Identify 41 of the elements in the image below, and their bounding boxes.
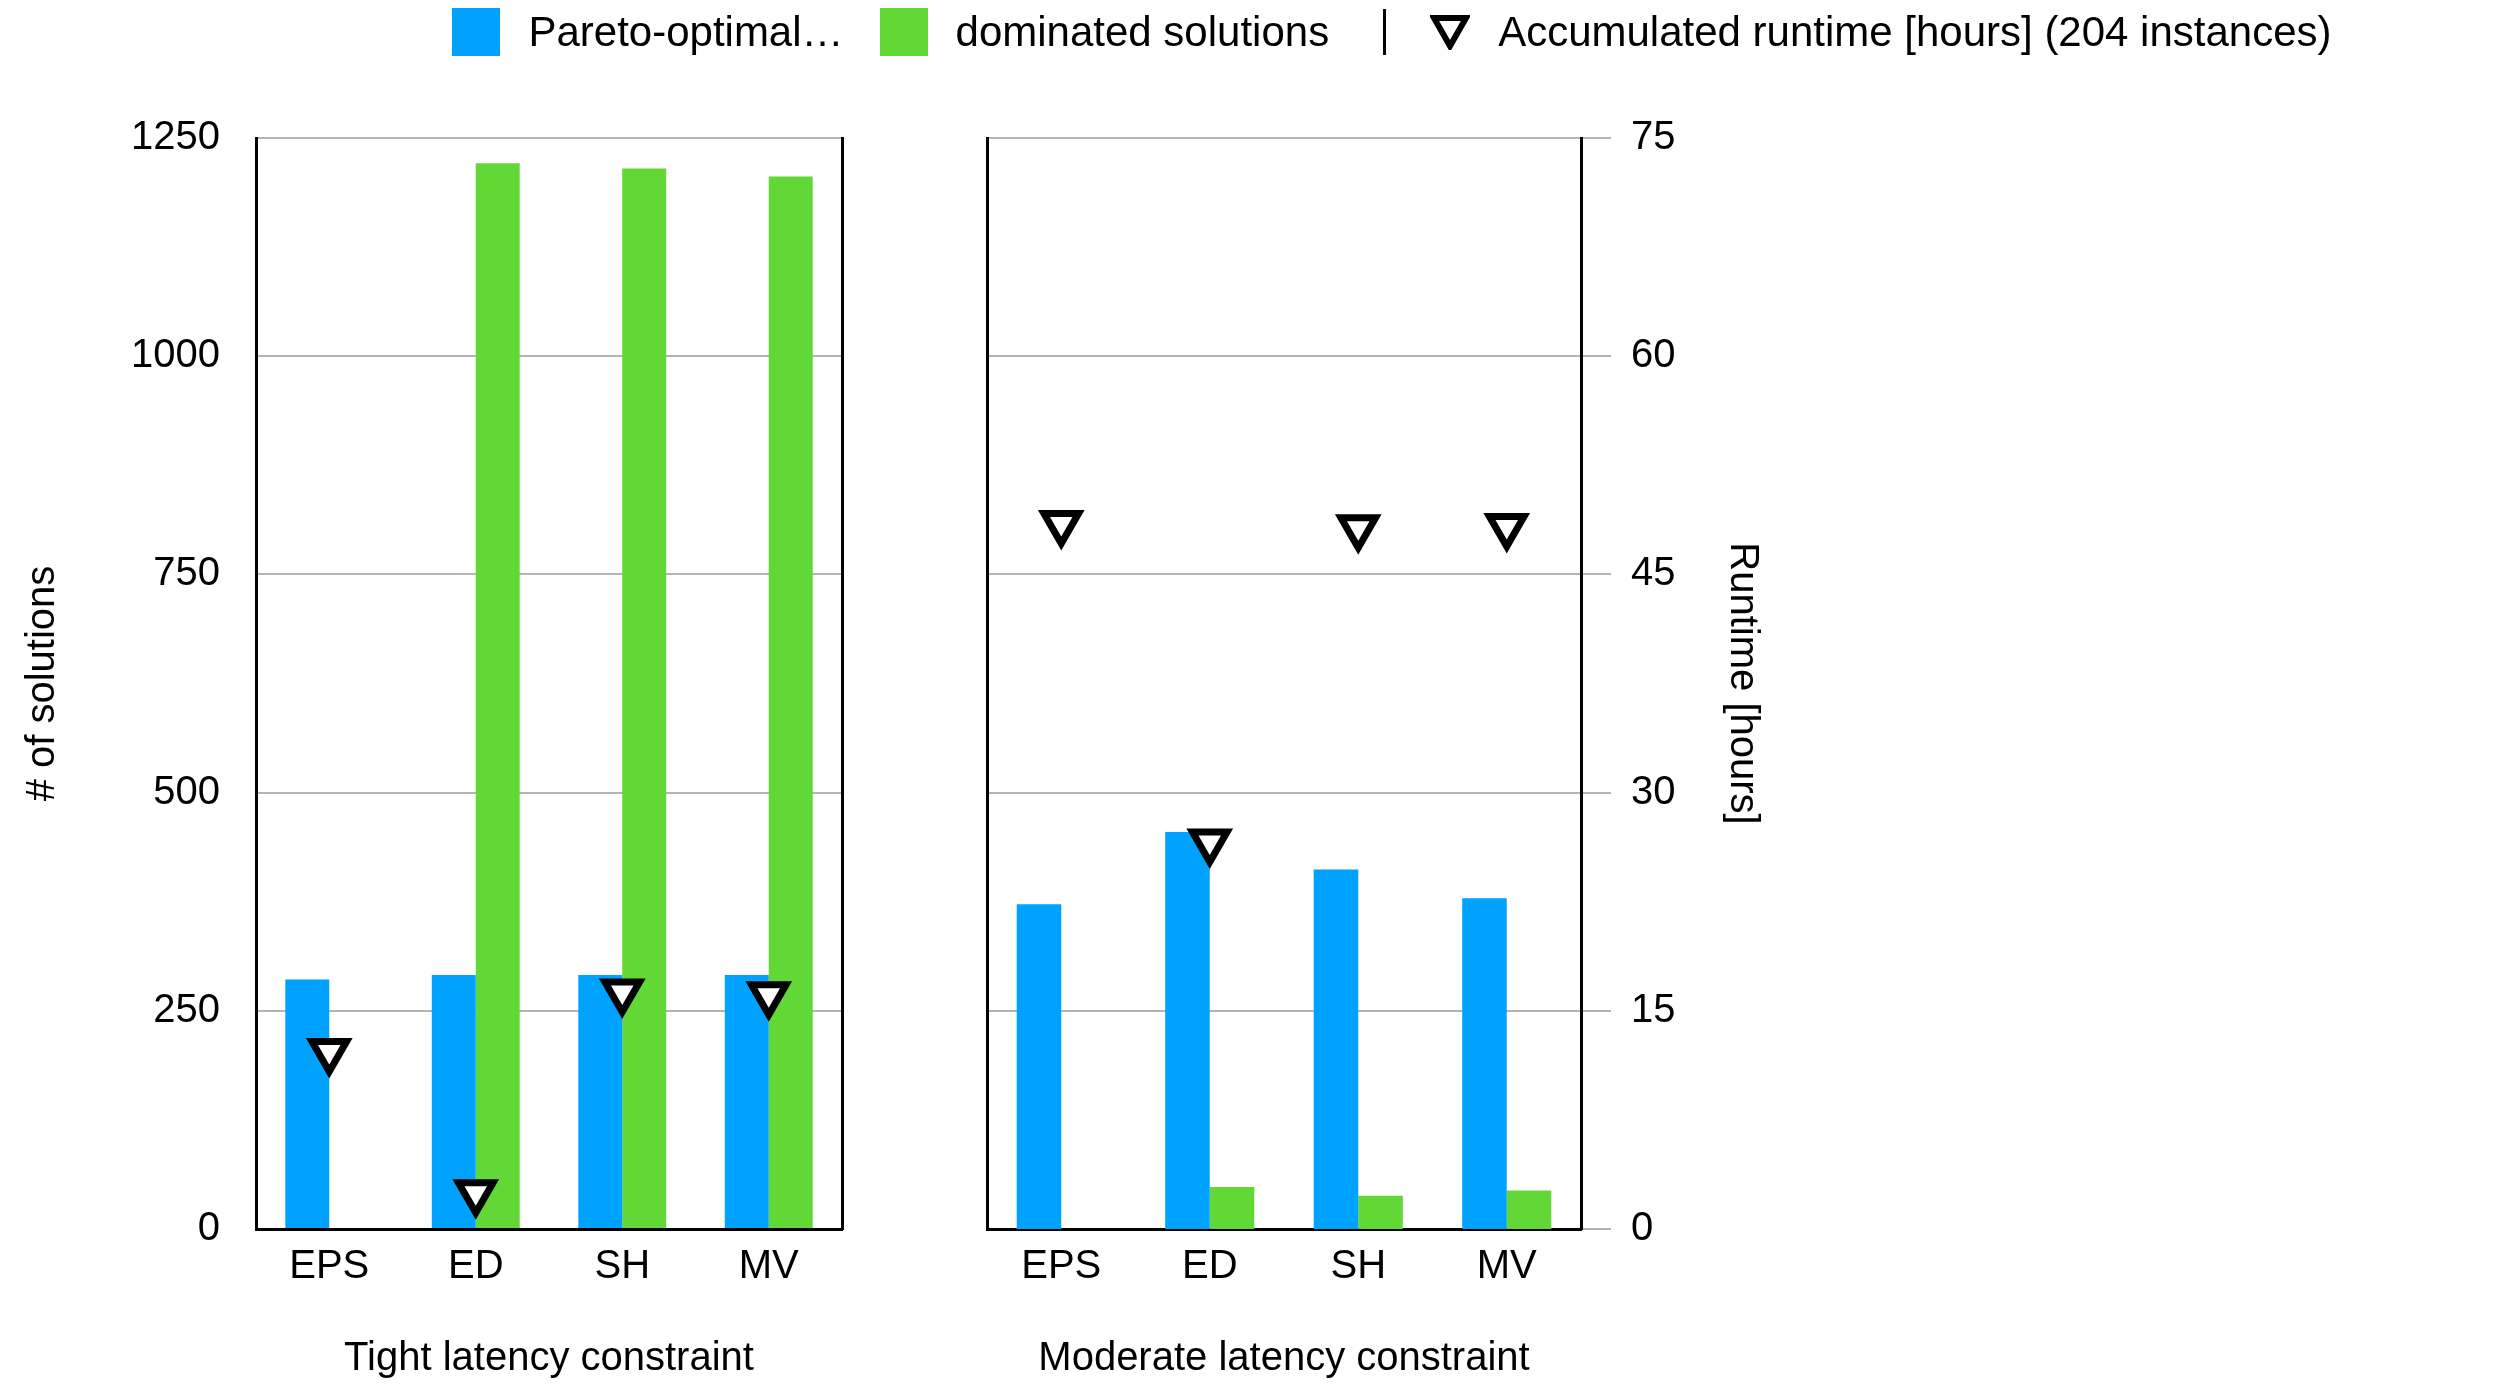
bar [578,975,623,1228]
y2-tick-label: 15 [1631,985,1676,1030]
bar [1506,1190,1552,1229]
legend-label: dominated solutions [955,8,1330,56]
bar [622,168,667,1228]
bar [768,176,813,1228]
x-tick-label: ED [447,1242,504,1287]
y2-tick-label: 0 [1631,1204,1654,1249]
bar [1462,898,1507,1229]
x-tick-label: ED [1181,1242,1238,1287]
x-axis-title: Moderate latency constraint [1038,1334,1530,1379]
x-tick-label: EPS [289,1242,370,1287]
y-tick-label: 500 [153,767,220,812]
bar [1165,831,1210,1229]
bar [475,163,520,1228]
y2-tick-label: 30 [1631,767,1676,812]
x-tick-label: EPS [1021,1242,1102,1287]
x-tick-label: SH [1330,1242,1387,1287]
x-tick-label: SH [594,1242,651,1287]
bar [724,975,769,1228]
y2-axis-title: Runtime [hours] [1722,542,1767,825]
x-tick-label: MV [738,1242,800,1287]
x-tick-label: MV [1476,1242,1538,1287]
bar [1016,904,1062,1229]
bar [431,975,476,1228]
x-axis-title: Tight latency constraint [344,1334,754,1379]
y2-tick-label: 75 [1631,113,1676,158]
bar [1209,1187,1255,1229]
y2-tick-label: 45 [1631,549,1676,594]
y-axis-title: # of solutions [18,565,63,802]
bar [1358,1195,1403,1229]
y-tick-label: 1250 [131,113,220,158]
legend-label: Pareto-optimal… [528,8,844,56]
y-tick-label: 1000 [131,331,220,376]
legend-label: Accumulated runtime [hours] (204 instances) [1498,8,2332,56]
y2-tick-label: 60 [1631,331,1676,376]
y-tick-label: 0 [197,1204,220,1249]
y-tick-label: 250 [153,985,220,1030]
bar [285,979,330,1228]
y-tick-label: 750 [153,549,220,594]
bar [1313,869,1359,1229]
